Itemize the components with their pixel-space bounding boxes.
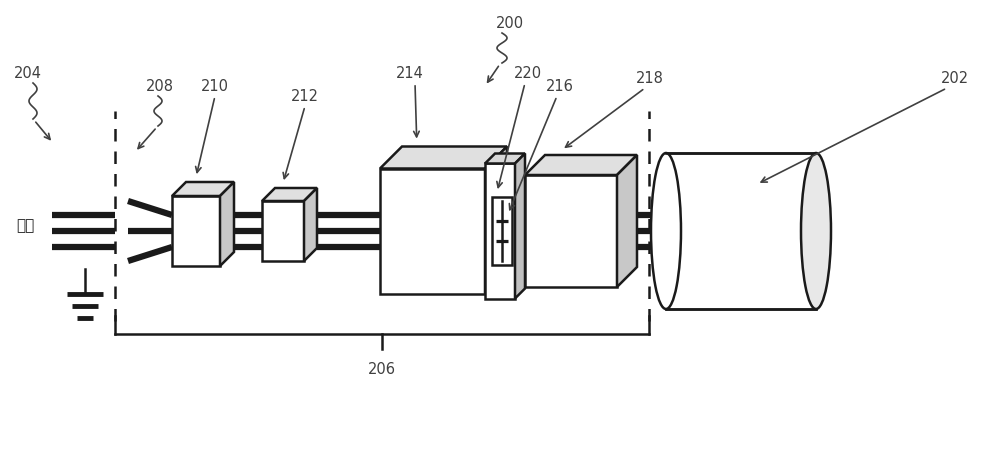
Text: 电网: 电网 (16, 219, 34, 233)
FancyBboxPatch shape (666, 153, 816, 309)
FancyBboxPatch shape (172, 196, 220, 266)
Ellipse shape (801, 153, 831, 309)
FancyBboxPatch shape (485, 164, 515, 299)
FancyBboxPatch shape (380, 169, 485, 294)
Polygon shape (617, 155, 637, 287)
Polygon shape (525, 155, 637, 175)
Text: 212: 212 (291, 89, 319, 104)
Text: 210: 210 (201, 79, 229, 94)
Text: 200: 200 (496, 16, 524, 31)
Polygon shape (262, 188, 317, 201)
Text: 206: 206 (368, 362, 396, 377)
FancyBboxPatch shape (492, 197, 512, 265)
Text: 204: 204 (14, 66, 42, 81)
Polygon shape (172, 182, 234, 196)
FancyBboxPatch shape (262, 201, 304, 261)
Text: 202: 202 (941, 71, 969, 86)
Polygon shape (515, 153, 525, 299)
Polygon shape (220, 182, 234, 266)
Ellipse shape (651, 153, 681, 309)
Polygon shape (304, 188, 317, 261)
Text: 216: 216 (546, 79, 574, 94)
Polygon shape (485, 146, 507, 294)
Text: 218: 218 (636, 71, 664, 86)
FancyBboxPatch shape (525, 175, 617, 287)
Polygon shape (380, 146, 507, 169)
Text: 214: 214 (396, 66, 424, 81)
Text: 208: 208 (146, 79, 174, 94)
Polygon shape (485, 153, 525, 164)
Text: 220: 220 (514, 66, 542, 81)
